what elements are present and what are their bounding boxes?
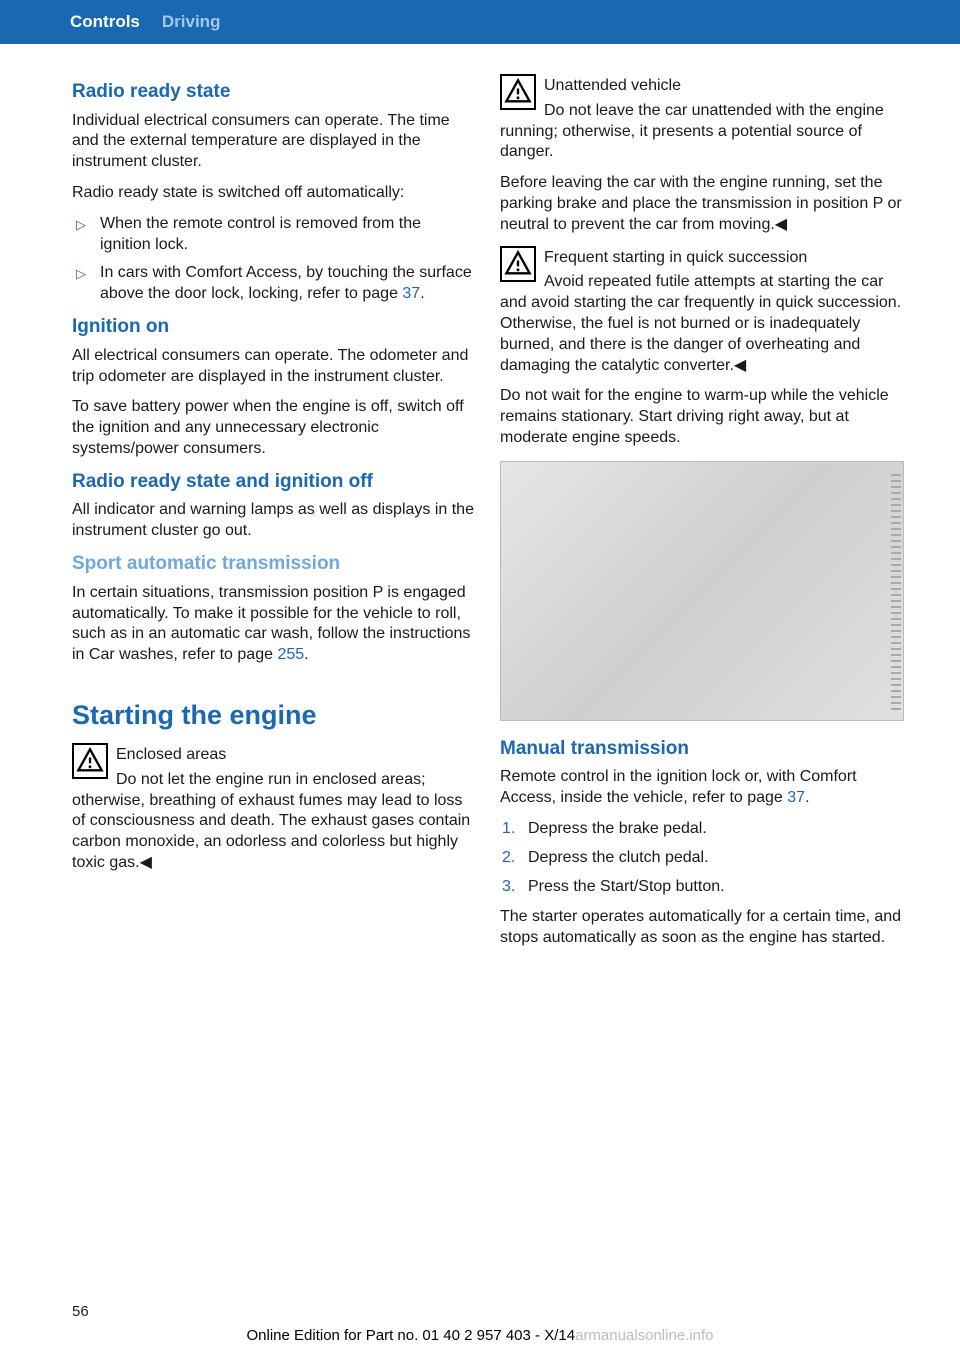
left-column: Radio ready state Individual electrical …: [72, 74, 476, 959]
numbered-list: 1. Depress the brake pedal. 2. Depress t…: [500, 819, 904, 897]
footer-part-a: Online Edition for Part no. 01 40 2 957 …: [247, 1327, 567, 1344]
warning-body: Do not let the engine run in enclosed ar…: [72, 770, 476, 874]
text: .: [805, 789, 809, 806]
dashboard-image: [500, 461, 904, 721]
heading-radio-ready: Radio ready state: [72, 80, 476, 105]
warning-icon: [500, 74, 536, 110]
list-item-text: In cars with Comfort Access, by touching…: [100, 263, 476, 305]
para: Radio ready state is switched off automa…: [72, 183, 476, 204]
step-number: 3.: [500, 877, 528, 898]
warning-body: Do not leave the car unattended with the…: [500, 101, 904, 163]
list-item-text: When the remote control is removed from …: [100, 214, 476, 256]
para: The starter operates automatically for a…: [500, 907, 904, 949]
warning-unattended: Unattended vehicle Do not leave the car …: [500, 74, 904, 163]
list-item: ▷ In cars with Comfort Access, by touchi…: [72, 263, 476, 305]
page-number: 56: [72, 1303, 89, 1320]
para: All indicator and warning lamps as well …: [72, 500, 476, 542]
step-number: 2.: [500, 848, 528, 869]
list-item: 2. Depress the clutch pedal.: [500, 848, 904, 869]
warning-icon: [72, 743, 108, 779]
text: .: [304, 646, 308, 663]
page-link-37[interactable]: 37: [402, 285, 420, 302]
warning-enclosed-areas: Enclosed areas Do not let the engine run…: [72, 743, 476, 874]
heading-starting-engine: Starting the engine: [72, 698, 476, 733]
bullet-list: ▷ When the remote control is removed fro…: [72, 214, 476, 305]
page-link-37b[interactable]: 37: [787, 789, 805, 806]
warning-title: Unattended vehicle: [500, 74, 904, 97]
step-text: Depress the clutch pedal.: [528, 848, 904, 869]
step-text: Press the Start/Stop button.: [528, 877, 904, 898]
footer-part-b: 4: [567, 1327, 575, 1344]
header-tab-controls: Controls: [70, 12, 140, 32]
para: In certain situations, transmission posi…: [72, 583, 476, 666]
heading-manual-transmission: Manual transmission: [500, 737, 904, 762]
header-bar: Controls Driving: [0, 0, 960, 44]
para: Before leaving the car with the engine r…: [500, 173, 904, 235]
step-number: 1.: [500, 819, 528, 840]
para: Remote control in the ignition lock or, …: [500, 767, 904, 809]
heading-ignition-on: Ignition on: [72, 315, 476, 340]
list-item: 3. Press the Start/Stop button.: [500, 877, 904, 898]
header-tab-driving: Driving: [162, 12, 221, 32]
para: Do not wait for the engine to warm-up wh…: [500, 386, 904, 448]
heading-radio-ignition-off: Radio ready state and ignition off: [72, 470, 476, 495]
para: To save battery power when the engine is…: [72, 397, 476, 459]
footer-watermark: armanualsonline.info: [575, 1327, 713, 1344]
text: .: [420, 285, 424, 302]
warning-body: Avoid repeated futile attempts at starti…: [500, 272, 904, 376]
step-text: Depress the brake pedal.: [528, 819, 904, 840]
para: All electrical consumers can operate. Th…: [72, 346, 476, 388]
triangle-icon: ▷: [72, 214, 100, 256]
footer-text: Online Edition for Part no. 01 40 2 957 …: [0, 1327, 960, 1344]
warning-title: Frequent starting in quick succession: [500, 246, 904, 269]
warning-title: Enclosed areas: [72, 743, 476, 766]
page-content: Radio ready state Individual electrical …: [0, 44, 960, 959]
list-item: ▷ When the remote control is removed fro…: [72, 214, 476, 256]
heading-sport-auto: Sport automatic transmission: [72, 552, 476, 577]
warning-icon: [500, 246, 536, 282]
triangle-icon: ▷: [72, 263, 100, 305]
warning-frequent-start: Frequent starting in quick succession Av…: [500, 246, 904, 377]
right-column: Unattended vehicle Do not leave the car …: [500, 74, 904, 959]
text: In certain situations, transmission posi…: [72, 584, 470, 663]
page-link-255[interactable]: 255: [277, 646, 304, 663]
para: Individual electrical consumers can oper…: [72, 111, 476, 173]
list-item: 1. Depress the brake pedal.: [500, 819, 904, 840]
